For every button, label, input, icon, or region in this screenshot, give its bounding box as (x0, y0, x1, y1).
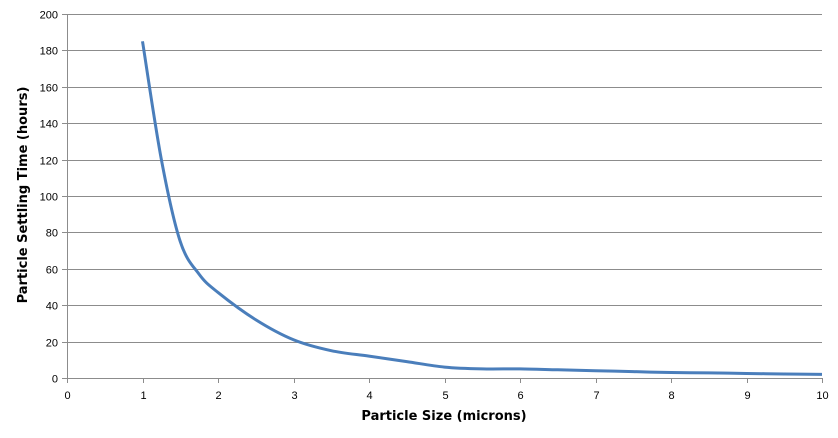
x-tick-label: 1 (140, 390, 146, 402)
label-layer: 0 20 40 60 80 100 120 140 160 180 200 0 1 2 3 4 5 6 7 8 9 10 (40, 10, 829, 403)
y-axis-title: Particle Settling Time (hours) (16, 87, 31, 304)
x-tick-label: 6 (517, 390, 523, 402)
grid-layer (67, 14, 822, 343)
x-tick-label: 9 (744, 390, 750, 402)
y-tick-label: 40 (46, 301, 58, 313)
x-tick-label: 7 (593, 390, 599, 402)
x-tick-label: 5 (442, 390, 448, 402)
y-tick-label: 180 (40, 46, 58, 58)
x-tick-label: 0 (64, 390, 70, 402)
y-tick-label: 20 (46, 338, 58, 350)
series-layer (141, 41, 823, 376)
y-tick-label: 160 (40, 83, 58, 95)
axis-layer (62, 14, 823, 383)
y-tick-label: 100 (40, 192, 58, 204)
x-tick-label: 2 (215, 390, 221, 402)
y-tick-label: 0 (52, 374, 58, 386)
y-tick-label: 60 (46, 265, 58, 277)
x-tick-label: 10 (816, 390, 828, 402)
x-tick-label: 4 (366, 390, 372, 402)
y-tick-label: 80 (46, 228, 58, 240)
x-tick-label: 8 (668, 390, 674, 402)
x-axis-title: Particle Size (microns) (361, 409, 526, 424)
y-tick-label: 120 (40, 156, 58, 168)
series-line (141, 41, 823, 376)
y-tick-label: 200 (40, 10, 58, 22)
y-tick-label: 140 (40, 119, 58, 131)
x-tick-label: 3 (291, 390, 297, 402)
